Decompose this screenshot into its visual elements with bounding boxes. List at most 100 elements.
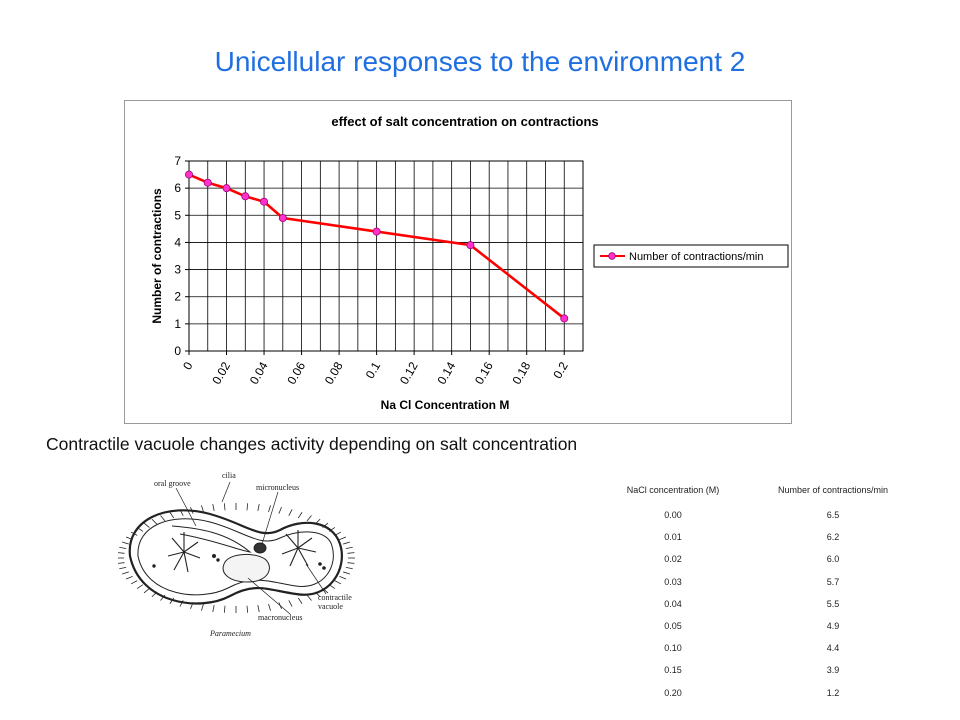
oral-groove — [171, 525, 252, 553]
x-axis-label: Na Cl Concentration M — [381, 398, 510, 412]
table-header-row: NaCl concentration (M) Number of contrac… — [598, 476, 918, 504]
cilium — [223, 503, 226, 511]
table-row: 0.20 1.2 — [598, 682, 918, 704]
concentration-cell: 0.05 — [664, 621, 682, 632]
cilium — [143, 522, 150, 528]
chart-frame: effect of salt concentration on contract… — [124, 100, 792, 424]
cilium — [297, 512, 303, 519]
x-tick-label: 0.1 — [363, 359, 384, 381]
cilium — [334, 580, 342, 585]
cilium — [130, 580, 138, 585]
y-tick-label: 7 — [174, 154, 181, 168]
table-header: NaCl concentration (M) — [626, 485, 720, 495]
chart-title: effect of salt concentration on contract… — [331, 114, 598, 129]
x-tick-label: 0.02 — [209, 359, 233, 387]
contractions-cell: 4.9 — [826, 621, 840, 632]
data-table: NaCl concentration (M) Number of contrac… — [598, 476, 918, 704]
y-tick-label: 6 — [174, 181, 181, 195]
concentration-cell: 0.10 — [664, 643, 682, 654]
x-tick-label: 0.12 — [397, 359, 421, 387]
contractions-cell: 6.2 — [826, 532, 840, 543]
cilium — [257, 604, 260, 613]
y-tick-label: 4 — [174, 235, 181, 249]
cilium — [343, 541, 350, 545]
table-row: 0.15 3.9 — [598, 659, 918, 681]
table-row: 0.04 5.5 — [598, 593, 918, 615]
data-point — [260, 197, 269, 206]
concentration-cell: 0.03 — [664, 576, 682, 587]
cilium — [339, 575, 347, 580]
cilium — [278, 507, 282, 514]
contractions-cell: 5.5 — [826, 598, 840, 609]
cilium — [347, 552, 355, 554]
cilium — [288, 509, 293, 516]
contractions-cell: 5.7 — [826, 576, 840, 587]
data-point — [241, 192, 250, 201]
cilium — [268, 505, 271, 513]
data-point — [185, 170, 194, 179]
cilium — [246, 605, 249, 613]
chart: effect of salt concentration on contract… — [150, 114, 789, 412]
contractile-vacuole-left — [167, 532, 201, 573]
plot-area — [188, 160, 584, 352]
cilium — [288, 600, 293, 607]
cilium — [343, 571, 350, 575]
legend-label: Number of contractions/min — [629, 251, 764, 263]
legend-marker — [608, 252, 616, 260]
concentration-cell: 0.15 — [664, 665, 682, 676]
concentration-cell: 0.02 — [664, 554, 682, 565]
cilium — [201, 603, 204, 611]
cilium — [151, 518, 158, 525]
contractile-vacuole-right — [281, 530, 317, 567]
contractions-cell: 4.4 — [826, 643, 840, 654]
x-tick-label: 0.2 — [550, 359, 571, 381]
cilium — [117, 552, 125, 554]
concentration-cell: 0.20 — [664, 687, 682, 698]
table-row: 0.10 4.4 — [598, 637, 918, 659]
data-point — [278, 214, 287, 223]
macronucleus — [222, 554, 270, 583]
table-row: 0.03 5.7 — [598, 571, 918, 593]
cilium — [339, 536, 347, 541]
cilium — [201, 505, 204, 513]
table-row: 0.05 4.9 — [598, 615, 918, 637]
contractions-cell: 6.0 — [826, 554, 840, 565]
cilium — [223, 605, 226, 613]
y-axis-label: Number of contractions — [150, 188, 164, 324]
slide-caption: Contractile vacuole changes activity dep… — [46, 434, 578, 454]
cilium — [212, 503, 215, 512]
label-contractile: contractile — [318, 593, 352, 602]
data-point — [222, 184, 231, 193]
cilium — [246, 503, 249, 511]
cilium — [257, 503, 260, 512]
x-tick-label: 0.06 — [284, 359, 308, 387]
label-macronucleus: macronucleus — [258, 613, 302, 622]
x-tick-label: 0.08 — [322, 359, 346, 387]
table-row: 0.02 6.0 — [598, 548, 918, 570]
table-row: 0.00 6.5 — [598, 504, 918, 526]
body-outline — [128, 509, 343, 605]
cilium — [119, 546, 127, 550]
legend-box — [593, 244, 789, 268]
cilium — [169, 512, 175, 519]
paramecium-diagram: oral groove cilia micronucleus contracti… — [117, 468, 380, 644]
y-tick-label: 0 — [174, 344, 181, 358]
x-tick-label: 0 — [180, 359, 196, 372]
micronucleus — [253, 542, 267, 554]
cilium — [136, 584, 144, 589]
cilium — [117, 562, 125, 564]
contractions-cell: 1.2 — [826, 687, 840, 698]
cilium — [345, 546, 353, 550]
cilium — [119, 566, 127, 570]
concentration-cell: 0.00 — [664, 510, 682, 521]
cilium — [143, 588, 150, 594]
y-tick-label: 5 — [174, 208, 181, 222]
cilium — [306, 515, 312, 522]
table-row: 0.01 6.2 — [598, 526, 918, 548]
cilium — [347, 562, 355, 564]
slide-title: Unicellular responses to the environment… — [214, 46, 746, 77]
data-point — [203, 178, 212, 187]
data-point — [466, 241, 475, 250]
cilium — [122, 541, 129, 545]
figure-caption: Paramecium — [209, 629, 251, 638]
